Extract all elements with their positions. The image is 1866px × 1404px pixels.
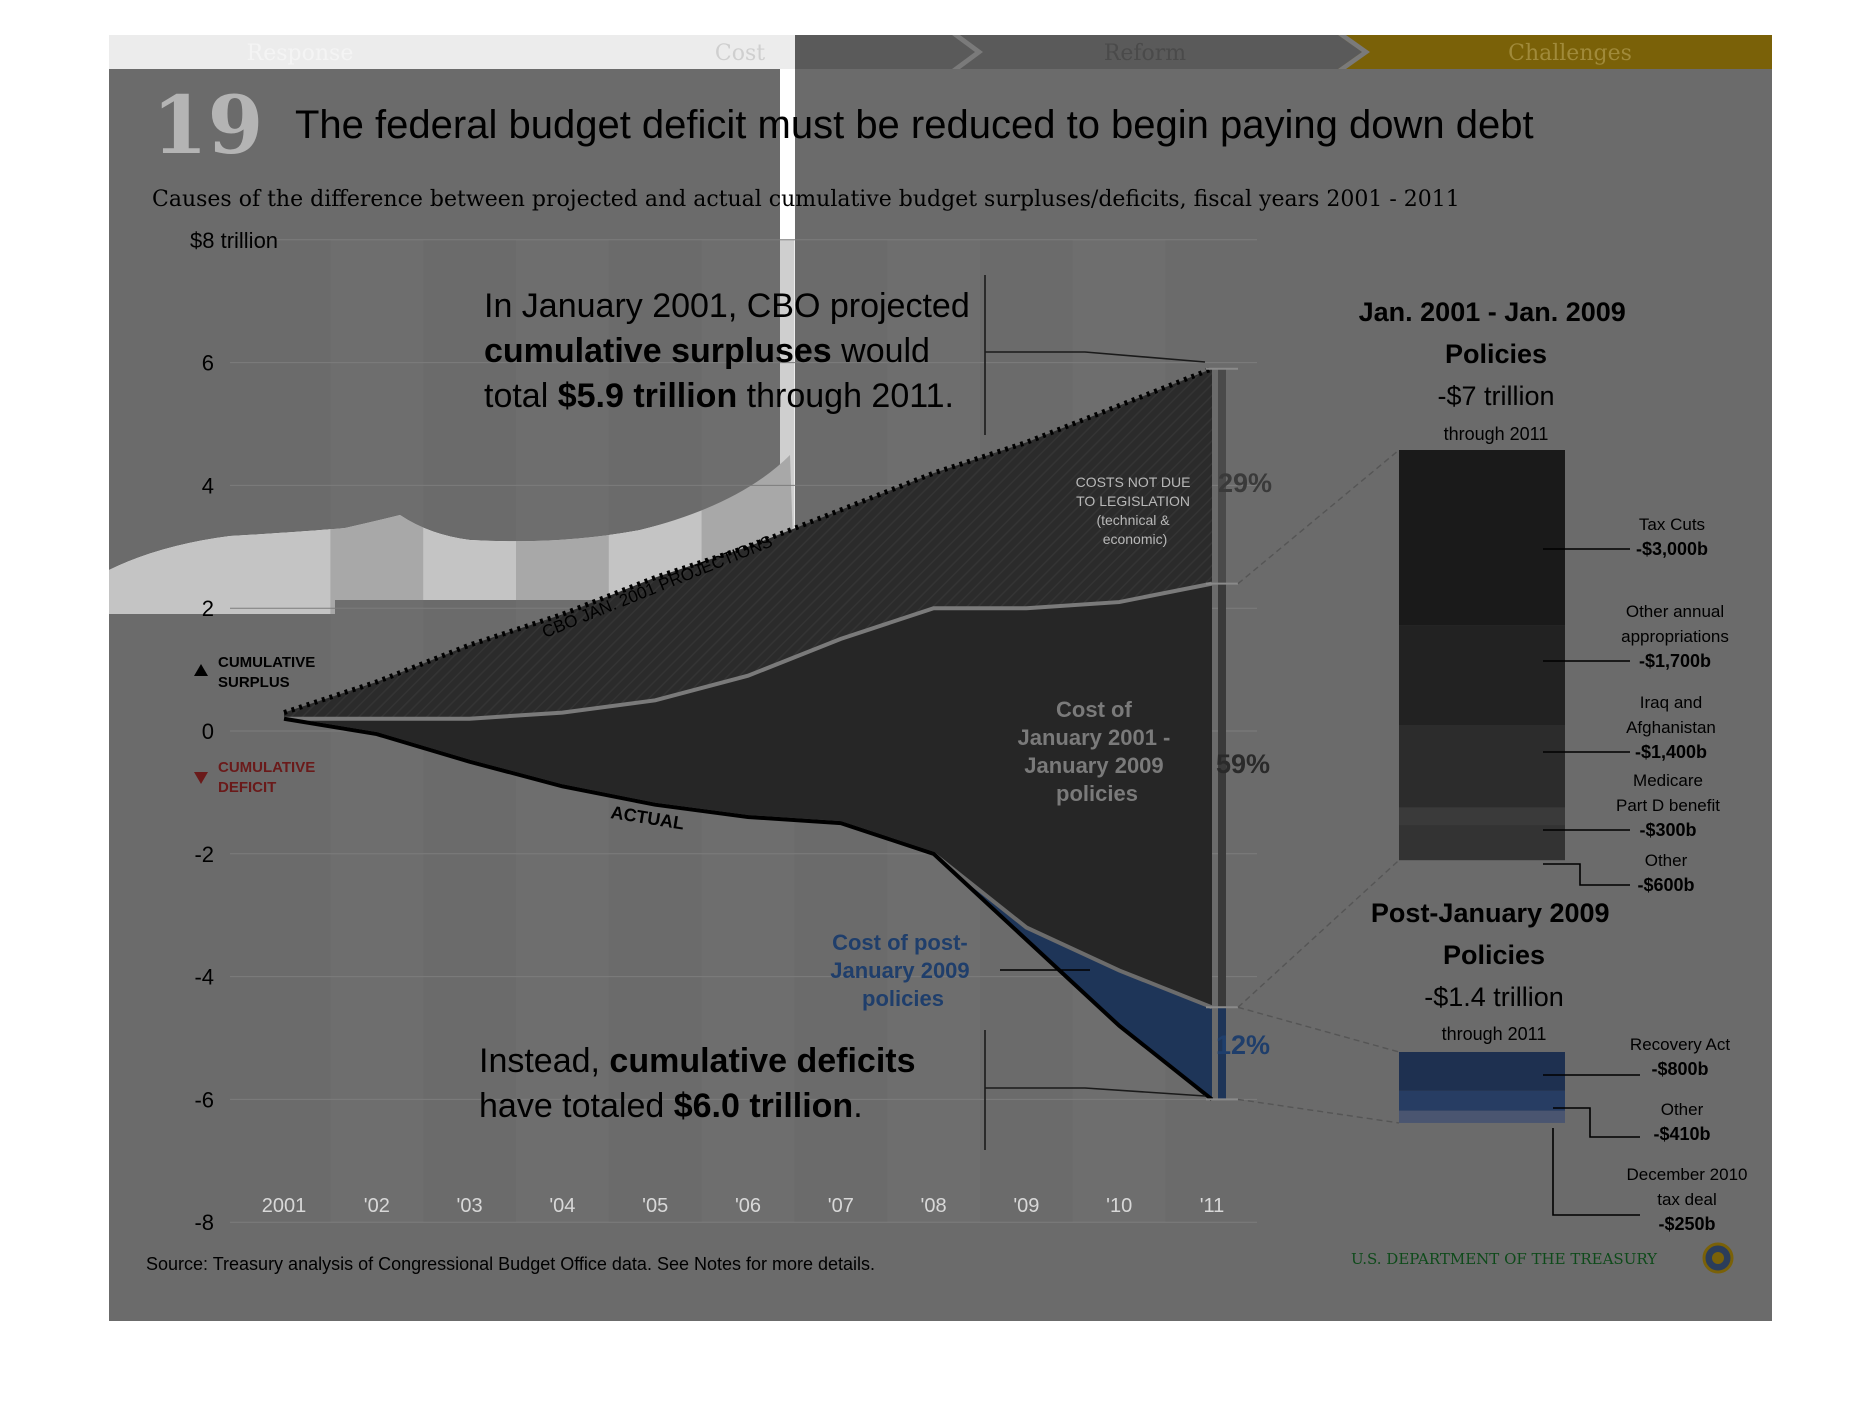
share-bar-12 [1218,1007,1226,1100]
label-cost-2001-2009: Cost of January 2001 - January 2009 poli… [1018,697,1177,806]
group2-title: Post-January 2009 Policies [1371,898,1617,970]
x-tick-label: '06 [735,1195,761,1217]
group1-segment-label: Other -$600b [1637,851,1694,895]
bracket-top [984,275,1206,435]
x-tick-label: '03 [457,1195,483,1217]
line-policy-boundary [284,581,1213,721]
surplus-triangle-icon [194,664,208,676]
y-tick-label: -8 [194,1210,214,1235]
group2-segment-label: December 2010 tax deal -$250b [1627,1165,1748,1234]
group1-title: Jan. 2001 - Jan. 2009 Policies [1359,297,1634,369]
legend-cumulative-surplus: CUMULATIVE SURPLUS [218,654,319,691]
share-bar-59 [1218,583,1226,1008]
group2-zoom-top [1237,1006,1400,1053]
group1-segment-label: Other annual appropriations -$1,700b [1621,602,1729,671]
y-tick-label: -6 [194,1087,214,1112]
area-costs-not-due-to-legislation [284,368,1212,719]
label-cost-post-2009: Cost of post- January 2009 policies [830,930,976,1011]
y-tick-label: 6 [202,351,214,376]
nav-tab-reform[interactable]: Reform [1104,41,1186,66]
group2-segment-label: Other -$410b [1653,1100,1710,1144]
x-tick-label: '07 [828,1195,854,1217]
group2-total: -$1.4 trillion [1424,982,1564,1012]
nav-tab-challenges[interactable]: Challenges [1508,41,1632,66]
group1-segment [1399,625,1565,726]
breakdown-panel: Tax Cuts -$3,000b Other annual appropriatio… [1237,449,1748,1234]
y-tick-label: 4 [202,473,214,498]
pct-29: 29% [1218,468,1272,498]
nav-strip-left [109,35,795,69]
share-bar-29 [1218,368,1226,584]
chart-subtitle: Causes of the difference between project… [152,187,1460,212]
slide-number: 19 [152,78,263,172]
annotation-cbo-projected: In January 2001, CBO projected cumulativ… [484,287,979,415]
group1-segment [1399,807,1565,826]
line-actual [283,716,1214,1101]
pct-59: 59% [1216,749,1270,779]
area-cost-2001-2009-policies [284,583,1212,1008]
label-costs-not-due: COSTS NOT DUE TO LEGISLATION (technical … [1076,474,1195,547]
group1-leader-line [1543,863,1630,886]
x-tick-label: '05 [642,1195,668,1217]
x-tick-label: '10 [1106,1195,1132,1217]
y-tick-label: 2 [202,596,214,621]
x-tick-label: '11 [1200,1195,1225,1217]
group1-segment-label: Medicare Part D benefit -$300b [1616,771,1720,840]
group1-zoom-bottom [1237,859,1400,1008]
legend-cumulative-deficit: CUMULATIVE DEFICIT [218,759,319,796]
group1-segment-label: Iraq and Afghanistan -$1,400b [1626,693,1716,762]
page-title: The federal budget deficit must be reduc… [295,103,1534,147]
source-note: Source: Treasury analysis of Congression… [146,1254,875,1274]
group1-zoom-top [1237,449,1400,585]
nav-tab-response[interactable]: Response [247,41,354,66]
group2-sub: through 2011 [1442,1024,1547,1044]
group1-segment [1399,725,1565,808]
annotation-cumulative-deficits: Instead, cumulative deficits have totale… [479,1042,925,1125]
group2-leader-line [1552,1128,1640,1216]
y-tick-label: 0 [202,719,214,744]
nav-arrow-1 [952,35,983,69]
group2-segment [1399,1110,1565,1123]
x-tick-label: '09 [1013,1195,1039,1217]
y-tick-label: -4 [194,965,214,990]
group1-segment [1399,825,1565,861]
x-tick-label: '04 [549,1195,575,1217]
group1-segment [1399,450,1565,626]
nav-tab-cost[interactable]: Cost [715,41,765,66]
nav-tab-gold-bg [1338,35,1772,69]
group2-segment [1399,1090,1565,1111]
y-tick-label: $8 trillion [190,228,278,253]
glare-gray-band [109,455,795,614]
group2-segment [1399,1052,1565,1091]
chart-plot: $8 trillion 6 4 2 0 -2 -4 -6 -8 2001 '02 '03 '04 '05 '… [190,228,1257,1235]
group2-leader-line [1553,1107,1640,1138]
x-tick-label: '08 [921,1195,947,1217]
treasury-seal-icon [1702,1242,1734,1274]
group2-segment-label: Recovery Act -$800b [1630,1035,1730,1079]
nav-arrow-2 [1338,35,1370,69]
group2-zoom-bottom [1237,1098,1400,1124]
x-tick-label: '02 [364,1195,390,1217]
y-tick-label: -2 [194,842,214,867]
bracket-bottom [984,1030,1206,1150]
pct-12: 12% [1216,1030,1270,1060]
group1-segment-label: Tax Cuts -$3,000b [1636,515,1708,559]
x-tick-label: 2001 [262,1195,307,1217]
agency-name: U.S. DEPARTMENT OF THE TREASURY [1351,1250,1658,1268]
group1-sub: through 2011 [1444,424,1549,444]
group1-total: -$7 trillion [1437,381,1554,411]
deficit-triangle-icon [194,772,208,784]
